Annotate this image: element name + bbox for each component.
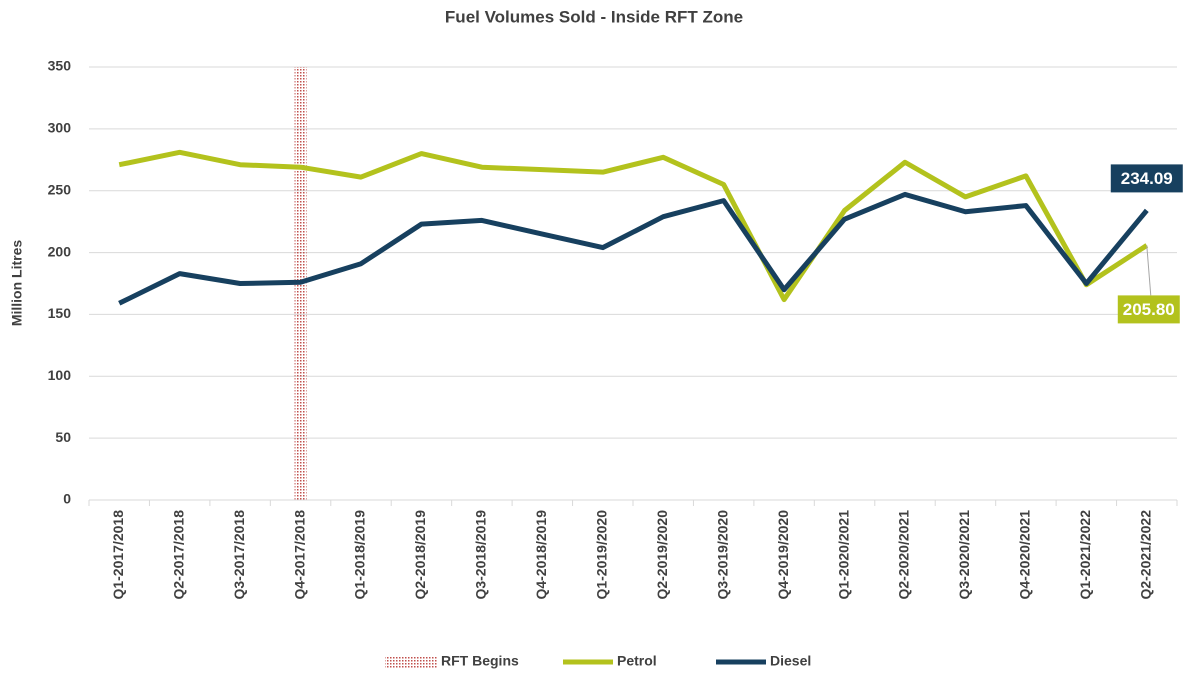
x-tick-label: Q1-2018/2019 <box>352 510 368 600</box>
chart-title: Fuel Volumes Sold - Inside RFT Zone <box>445 7 743 26</box>
x-tick-group: Q1-2020/2021 <box>835 510 851 600</box>
y-axis-title: Million Litres <box>9 240 25 327</box>
x-tick-group: Q2-2018/2019 <box>412 510 428 600</box>
x-tick-label: Q2-2017/2018 <box>170 510 186 600</box>
y-tick-label: 50 <box>55 429 71 445</box>
x-tick-label: Q1-2019/2020 <box>593 510 609 600</box>
legend-label: RFT Begins <box>441 653 519 669</box>
x-tick-label: Q3-2017/2018 <box>231 510 247 600</box>
legend-label: Diesel <box>770 653 811 669</box>
x-tick-group: Q2-2017/2018 <box>170 510 186 600</box>
leader-line <box>1146 245 1152 296</box>
y-tick-label: 200 <box>48 243 72 259</box>
x-tick-group: Q1-2019/2020 <box>593 510 609 600</box>
x-tick-group: Q3-2019/2020 <box>714 510 730 600</box>
x-tick-label: Q2-2018/2019 <box>412 510 428 600</box>
x-tick-label: Q2-2019/2020 <box>654 510 670 600</box>
y-tick-label: 350 <box>48 58 72 74</box>
x-tick-group: Q1-2017/2018 <box>110 510 126 600</box>
x-tick-group: Q4-2019/2020 <box>775 510 791 600</box>
x-tick-label: Q1-2017/2018 <box>110 510 126 600</box>
x-tick-group: Q4-2017/2018 <box>291 510 307 600</box>
legend-label: Petrol <box>617 653 657 669</box>
x-tick-label: Q2-2021/2022 <box>1137 510 1153 600</box>
x-tick-group: Q3-2018/2019 <box>473 510 489 600</box>
x-tick-group: Q3-2020/2021 <box>956 510 972 600</box>
x-tick-label: Q4-2020/2021 <box>1017 510 1033 600</box>
value-label: 205.80 <box>1123 300 1175 319</box>
x-tick-label: Q3-2019/2020 <box>714 510 730 600</box>
y-tick-label: 300 <box>48 120 72 136</box>
x-tick-label: Q3-2018/2019 <box>473 510 489 600</box>
y-tick-label: 150 <box>48 305 72 321</box>
y-tick-label: 250 <box>48 181 72 197</box>
x-tick-group: Q2-2020/2021 <box>896 510 912 600</box>
x-tick-group: Q1-2021/2022 <box>1077 510 1093 600</box>
value-label-box <box>1110 164 1183 193</box>
x-tick-label: Q1-2021/2022 <box>1077 510 1093 600</box>
series-line <box>118 191 1149 306</box>
value-label-box <box>1117 295 1180 324</box>
x-tick-group: Q3-2017/2018 <box>231 510 247 600</box>
x-tick-label: Q3-2020/2021 <box>956 510 972 600</box>
x-tick-group: Q1-2018/2019 <box>352 510 368 600</box>
x-tick-label: Q4-2019/2020 <box>775 510 791 600</box>
y-tick-label: 0 <box>63 491 71 507</box>
x-tick-label: Q4-2017/2018 <box>291 510 307 600</box>
legend-swatch <box>385 656 437 668</box>
value-label: 234.09 <box>1121 169 1173 188</box>
x-tick-group: Q4-2020/2021 <box>1017 510 1033 600</box>
y-tick-label: 100 <box>48 367 72 383</box>
x-tick-label: Q2-2020/2021 <box>896 510 912 600</box>
series-line <box>118 149 1149 303</box>
x-tick-label: Q1-2020/2021 <box>835 510 851 600</box>
x-tick-group: Q2-2021/2022 <box>1137 510 1153 600</box>
x-tick-group: Q4-2018/2019 <box>533 510 549 600</box>
x-tick-label: Q4-2018/2019 <box>533 510 549 600</box>
x-tick-group: Q2-2019/2020 <box>654 510 670 600</box>
